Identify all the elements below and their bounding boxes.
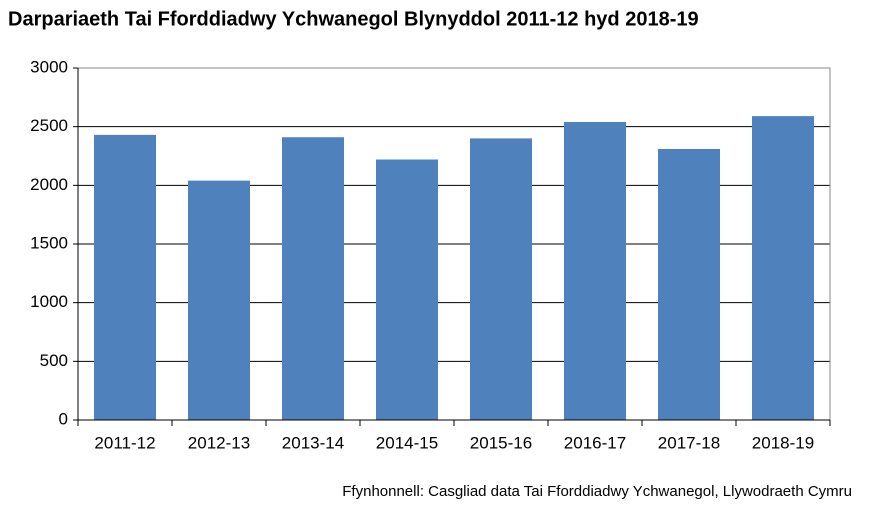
y-tick-label: 1500 bbox=[30, 233, 68, 252]
chart-title: Darpariaeth Tai Fforddiadwy Ychwanegol B… bbox=[8, 8, 699, 30]
bar bbox=[375, 159, 439, 420]
x-tick-label: 2016-17 bbox=[564, 433, 626, 452]
y-tick-label: 0 bbox=[59, 409, 68, 428]
y-tick-label: 3000 bbox=[30, 57, 68, 76]
y-tick-label: 2500 bbox=[30, 116, 68, 135]
bar bbox=[281, 137, 345, 420]
y-tick-label: 500 bbox=[40, 351, 68, 370]
bar bbox=[187, 180, 251, 420]
bar bbox=[93, 134, 157, 420]
bar bbox=[469, 138, 533, 420]
x-tick-label: 2012-13 bbox=[188, 433, 250, 452]
y-tick-label: 1000 bbox=[30, 292, 68, 311]
x-tick-label: 2013-14 bbox=[282, 433, 344, 452]
x-tick-label: 2015-16 bbox=[470, 433, 532, 452]
x-tick-label: 2011-12 bbox=[94, 433, 155, 452]
source-note: Ffynhonnell: Casgliad data Tai Fforddiad… bbox=[342, 483, 852, 500]
y-tick-label: 2000 bbox=[30, 175, 68, 194]
x-tick-label: 2017-18 bbox=[658, 433, 720, 452]
bar bbox=[751, 116, 815, 421]
bar bbox=[657, 148, 721, 420]
x-tick-label: 2014-15 bbox=[376, 433, 438, 452]
bar bbox=[563, 121, 627, 421]
x-tick-label: 2018-19 bbox=[752, 433, 814, 452]
